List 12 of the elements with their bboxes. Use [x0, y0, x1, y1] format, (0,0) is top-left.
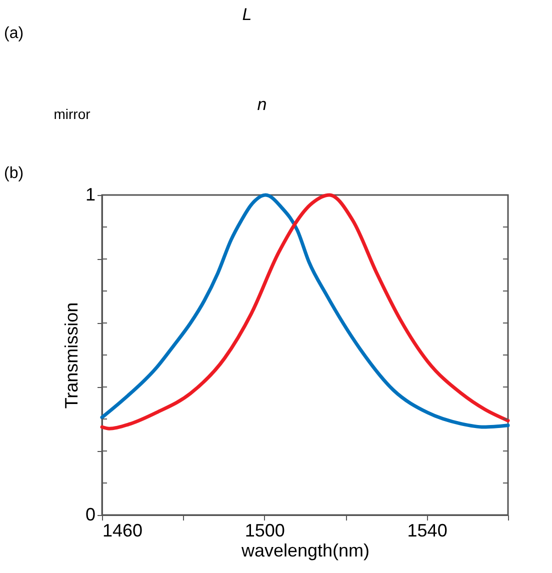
text: mirror: [54, 106, 91, 122]
text: L: [242, 5, 252, 24]
text: (b): [4, 165, 24, 182]
y-tick-label: 1: [85, 184, 96, 204]
x-tick-label: 1500: [244, 520, 285, 540]
x-tick-label: 1460: [102, 520, 143, 540]
y-axis-title: Transmission: [61, 302, 82, 409]
text: n: [257, 95, 267, 114]
x-tick-label: 1540: [407, 520, 448, 540]
x-axis-title: wavelength(nm): [240, 540, 370, 560]
text: (a): [4, 25, 24, 42]
y-tick-label: 0: [85, 504, 96, 524]
